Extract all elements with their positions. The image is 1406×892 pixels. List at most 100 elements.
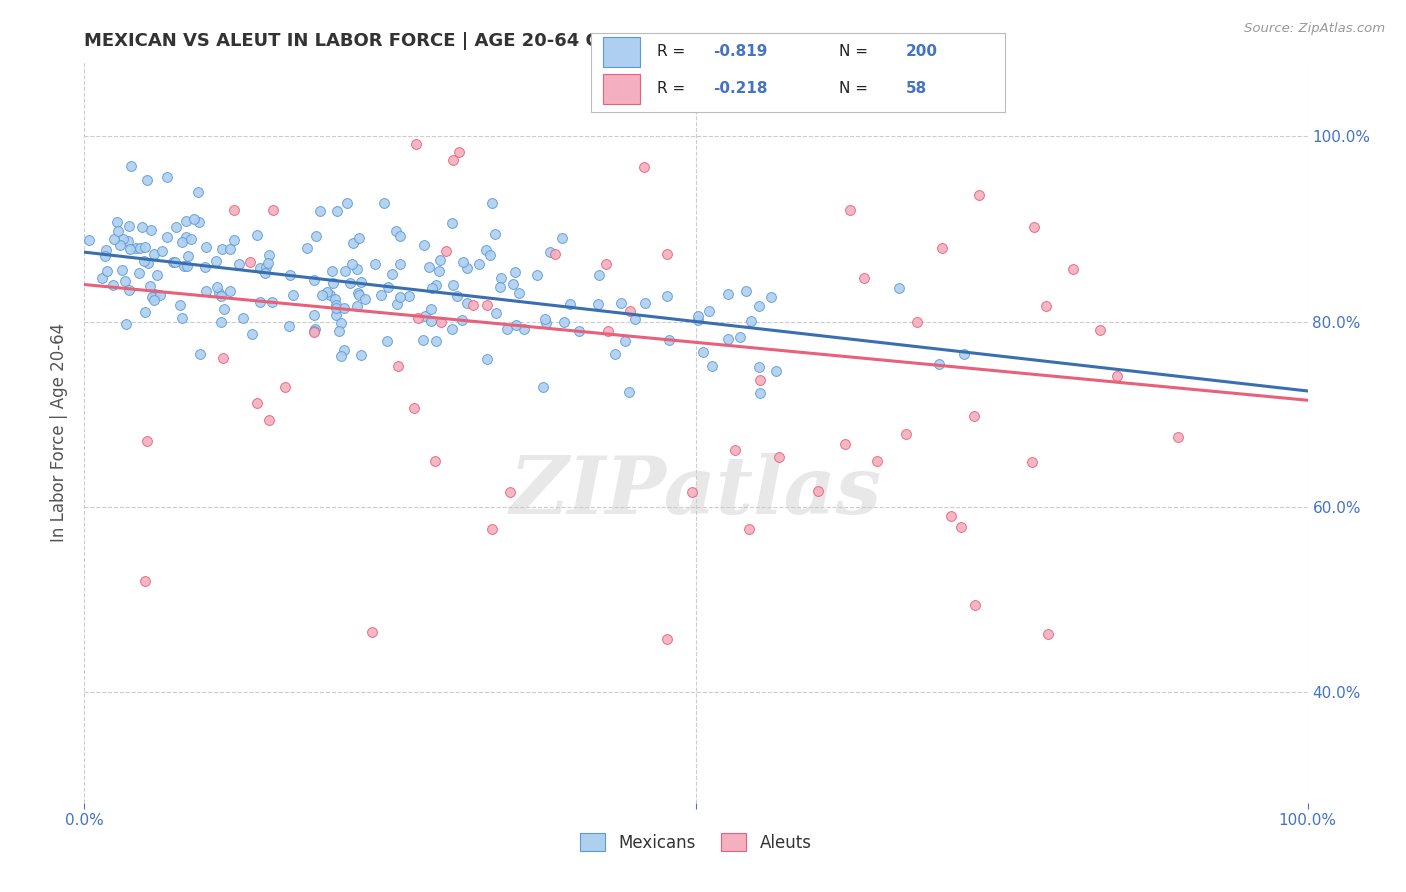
Point xyxy=(475,351,498,366)
Point xyxy=(187,185,209,199)
Point xyxy=(598,324,620,338)
Point xyxy=(619,304,641,318)
Point xyxy=(278,268,301,283)
Point xyxy=(350,275,373,289)
Point xyxy=(553,315,575,329)
Point xyxy=(156,169,179,184)
Point xyxy=(136,434,159,448)
Point xyxy=(208,285,231,300)
Point xyxy=(1105,369,1128,384)
Point xyxy=(111,263,134,277)
Point xyxy=(330,316,353,330)
Point xyxy=(381,267,404,281)
Point xyxy=(450,312,472,326)
Point xyxy=(176,213,198,227)
Bar xyxy=(603,74,640,103)
Point xyxy=(624,312,647,326)
Point xyxy=(311,287,333,301)
Point xyxy=(96,264,118,278)
Text: MEXICAN VS ALEUT IN LABOR FORCE | AGE 20-64 CORRELATION CHART: MEXICAN VS ALEUT IN LABOR FORCE | AGE 20… xyxy=(84,32,801,50)
Text: 58: 58 xyxy=(905,81,927,96)
Point xyxy=(108,238,131,252)
Point xyxy=(212,351,235,365)
Point xyxy=(456,296,478,310)
Point xyxy=(346,299,368,313)
Point xyxy=(415,309,437,323)
Point xyxy=(686,313,709,327)
Text: 200: 200 xyxy=(905,45,938,60)
Point xyxy=(134,305,156,319)
Point xyxy=(304,325,326,339)
Bar xyxy=(603,37,640,67)
Point xyxy=(262,203,284,218)
Point xyxy=(94,249,117,263)
Point xyxy=(142,293,165,307)
Point xyxy=(103,232,125,246)
Point xyxy=(456,261,478,276)
Point xyxy=(440,322,463,336)
Point xyxy=(136,256,159,270)
Point xyxy=(325,298,347,312)
Point xyxy=(728,330,751,344)
Point xyxy=(446,288,468,302)
Point xyxy=(257,256,280,270)
Point xyxy=(346,286,368,301)
Point xyxy=(697,304,720,318)
Point xyxy=(169,298,191,312)
Point xyxy=(508,286,530,301)
Point xyxy=(538,245,561,260)
Point xyxy=(963,409,986,423)
Point xyxy=(513,322,536,336)
Point xyxy=(228,257,250,271)
Point xyxy=(277,319,299,334)
Point xyxy=(349,288,371,302)
Point xyxy=(749,373,772,387)
Point xyxy=(761,290,783,304)
Point xyxy=(534,316,557,330)
Point xyxy=(905,315,928,329)
Point xyxy=(143,286,166,301)
Point xyxy=(495,322,517,336)
Point xyxy=(406,311,429,326)
Text: N =: N = xyxy=(839,45,873,60)
Point xyxy=(173,259,195,273)
Point xyxy=(488,280,510,294)
Point xyxy=(176,260,198,274)
Point xyxy=(505,318,527,332)
Point xyxy=(335,264,357,278)
Point xyxy=(309,203,332,218)
Point xyxy=(953,347,976,361)
Point xyxy=(333,343,356,357)
Point xyxy=(526,268,548,282)
Point xyxy=(246,396,269,410)
Point xyxy=(963,599,986,613)
Point xyxy=(686,310,709,324)
Point xyxy=(621,76,644,90)
Point xyxy=(105,215,128,229)
Point xyxy=(125,241,148,255)
Point xyxy=(370,288,392,302)
Point xyxy=(853,271,876,285)
Point xyxy=(387,359,409,373)
Point xyxy=(633,160,655,174)
Point xyxy=(533,311,555,326)
Point xyxy=(77,233,100,247)
Point xyxy=(700,359,723,373)
Point xyxy=(347,231,370,245)
Point xyxy=(349,348,371,362)
Point xyxy=(481,195,503,210)
Point xyxy=(503,265,526,279)
Point xyxy=(91,270,114,285)
Point xyxy=(209,315,232,329)
Point xyxy=(165,220,187,235)
Point xyxy=(939,509,962,524)
Point xyxy=(429,315,451,329)
Point xyxy=(132,253,155,268)
Point xyxy=(146,268,169,283)
Point xyxy=(118,242,141,256)
Point xyxy=(336,195,359,210)
Point xyxy=(451,255,474,269)
Point xyxy=(340,257,363,271)
Point xyxy=(491,271,513,285)
Point xyxy=(931,241,953,255)
